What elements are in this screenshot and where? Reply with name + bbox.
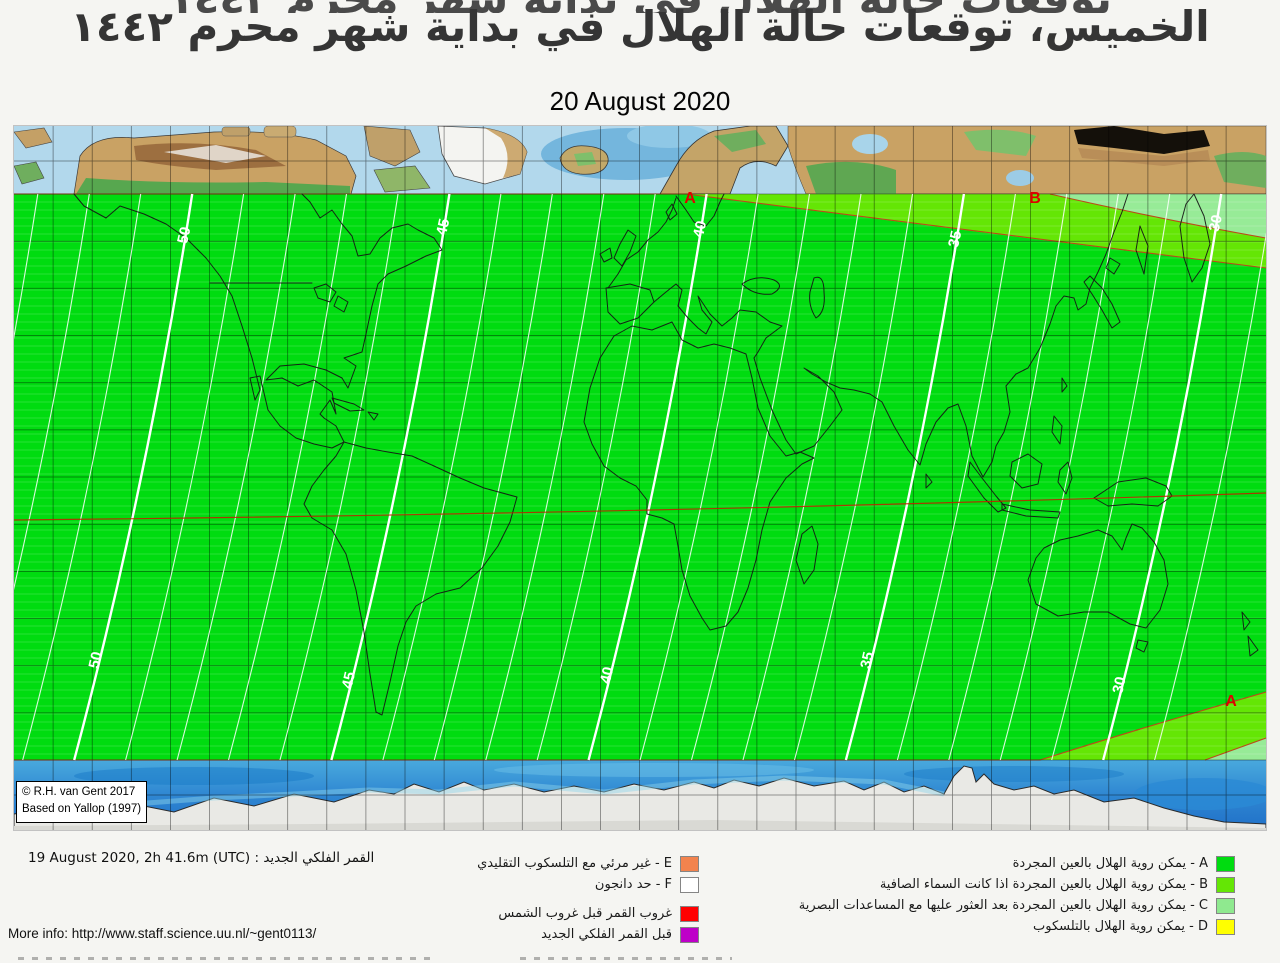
- legend-label-A: A - يمكن روية الهلال بالعين المجردة: [1012, 856, 1208, 871]
- legend-label-D: D - يمكن روية الهلال بالتلسكوب: [1033, 919, 1208, 934]
- legend-label-F: F - حد دانجون: [594, 877, 672, 892]
- clipped-title-fragment: توقعات حالة الهلال في بداية شهر محرم ١٤٤…: [0, 0, 1280, 13]
- legend: 19 August 2020, 2h 41.6m (UTC) : القمر ا…: [0, 840, 1280, 958]
- page-title: الخميس، توقعات حالة الهلال في بداية شهر …: [70, 2, 1210, 51]
- clipped-title-text: توقعات حالة الهلال في بداية شهر محرم ١٤٤…: [168, 0, 1112, 13]
- legend-swatch-C: [1216, 897, 1235, 914]
- contour-value-label: 30: [1206, 213, 1226, 233]
- legend-label-B: B - يمكن روية الهلال بالعين المجردة اذا …: [879, 877, 1208, 892]
- legend-secondary-row-3: قبل القمر الفلكي الجديد: [477, 925, 699, 944]
- legend-primary-row-C: C - يمكن روية الهلال بالعين المجردة بعد …: [799, 896, 1235, 915]
- zone-letter-a: A: [1225, 693, 1237, 710]
- legend-secondary-row-F: F - حد دانجون: [477, 875, 699, 894]
- legend-secondary-codes: E - غير مرئي مع التلسكوب التقليدي F - حد …: [477, 854, 699, 946]
- contour-value-label: 45: [339, 670, 359, 690]
- clipped-bottom-text-remnant: [520, 957, 732, 960]
- equator-line: [14, 492, 1266, 521]
- legend-primary-row-D: D - يمكن روية الهلال بالتلسكوب: [799, 917, 1235, 936]
- more-info-link: More info: http://www.staff.science.uu.n…: [8, 926, 317, 941]
- copyright-line1: © R.H. van Gent 2017: [22, 786, 136, 798]
- coastline-outlines: [73, 193, 1259, 716]
- contour-value-label: 50: [174, 225, 194, 245]
- copyright-line2: Based on Yallop (1997): [22, 803, 142, 816]
- legend-label-3: قبل القمر الفلكي الجديد: [541, 927, 672, 942]
- arctic-terrain-strip: [14, 126, 1266, 195]
- legend-swatch-E: [680, 855, 699, 872]
- new-moon-text: 19 August 2020, 2h 41.6m (UTC) : القمر ا…: [28, 850, 375, 866]
- graticule-grid: [14, 126, 1266, 830]
- legend-swatch-2: [680, 905, 699, 922]
- legend-label-E: E - غير مرئي مع التلسكوب التقليدي: [477, 856, 672, 871]
- legend-swatch-F: [680, 876, 699, 893]
- legend-secondary-row-E: E - غير مرئي مع التلسكوب التقليدي: [477, 854, 699, 873]
- world-map-svg: 50 50 45 45 40 40 35 35 30 30 A B A: [14, 126, 1266, 830]
- legend-label-2: غروب القمر قبل غروب الشمس: [498, 906, 672, 921]
- legend-swatch-D: [1216, 918, 1235, 935]
- contour-value-label: 35: [857, 650, 877, 670]
- contour-value-label: 40: [690, 219, 710, 239]
- crescent-visibility-map: 50 50 45 45 40 40 35 35 30 30 A B A © R.H. van Gent…: [13, 125, 1267, 831]
- zone-letter-a: A: [684, 190, 696, 207]
- contour-lines: [14, 193, 1266, 761]
- contour-value-label: 35: [945, 229, 965, 249]
- date-subtitle: 20 August 2020: [549, 86, 731, 116]
- legend-primary-row-A: A - يمكن روية الهلال بالعين المجردة: [799, 854, 1235, 873]
- contour-value-label: 50: [86, 650, 106, 670]
- legend-swatch-3: [680, 926, 699, 943]
- legend-swatch-A: [1216, 855, 1235, 872]
- contour-value-label: 45: [433, 217, 453, 237]
- legend-primary-codes: A - يمكن روية الهلال بالعين المجردة B - ي…: [799, 854, 1235, 938]
- zone-letter-b: B: [1029, 190, 1041, 207]
- legend-primary-row-B: B - يمكن روية الهلال بالعين المجردة اذا …: [799, 875, 1235, 894]
- legend-swatch-B: [1216, 876, 1235, 893]
- zone-letter-labels: A B A: [684, 190, 1237, 710]
- legend-label-C: C - يمكن روية الهلال بالعين المجردة بعد …: [798, 898, 1208, 913]
- contour-value-label: 40: [597, 665, 617, 685]
- contour-value-label: 30: [1109, 675, 1129, 695]
- copyright-box: © R.H. van Gent 2017 Based on Yallop (19…: [16, 781, 148, 823]
- new-moon-info: 19 August 2020, 2h 41.6m (UTC) : القمر ا…: [28, 850, 374, 866]
- legend-secondary-row-2: غروب القمر قبل غروب الشمس: [477, 904, 699, 923]
- clipped-bottom-text-remnant: [18, 957, 430, 960]
- contour-labels: 50 50 45 45 40 40 35 35 30 30: [86, 213, 1226, 695]
